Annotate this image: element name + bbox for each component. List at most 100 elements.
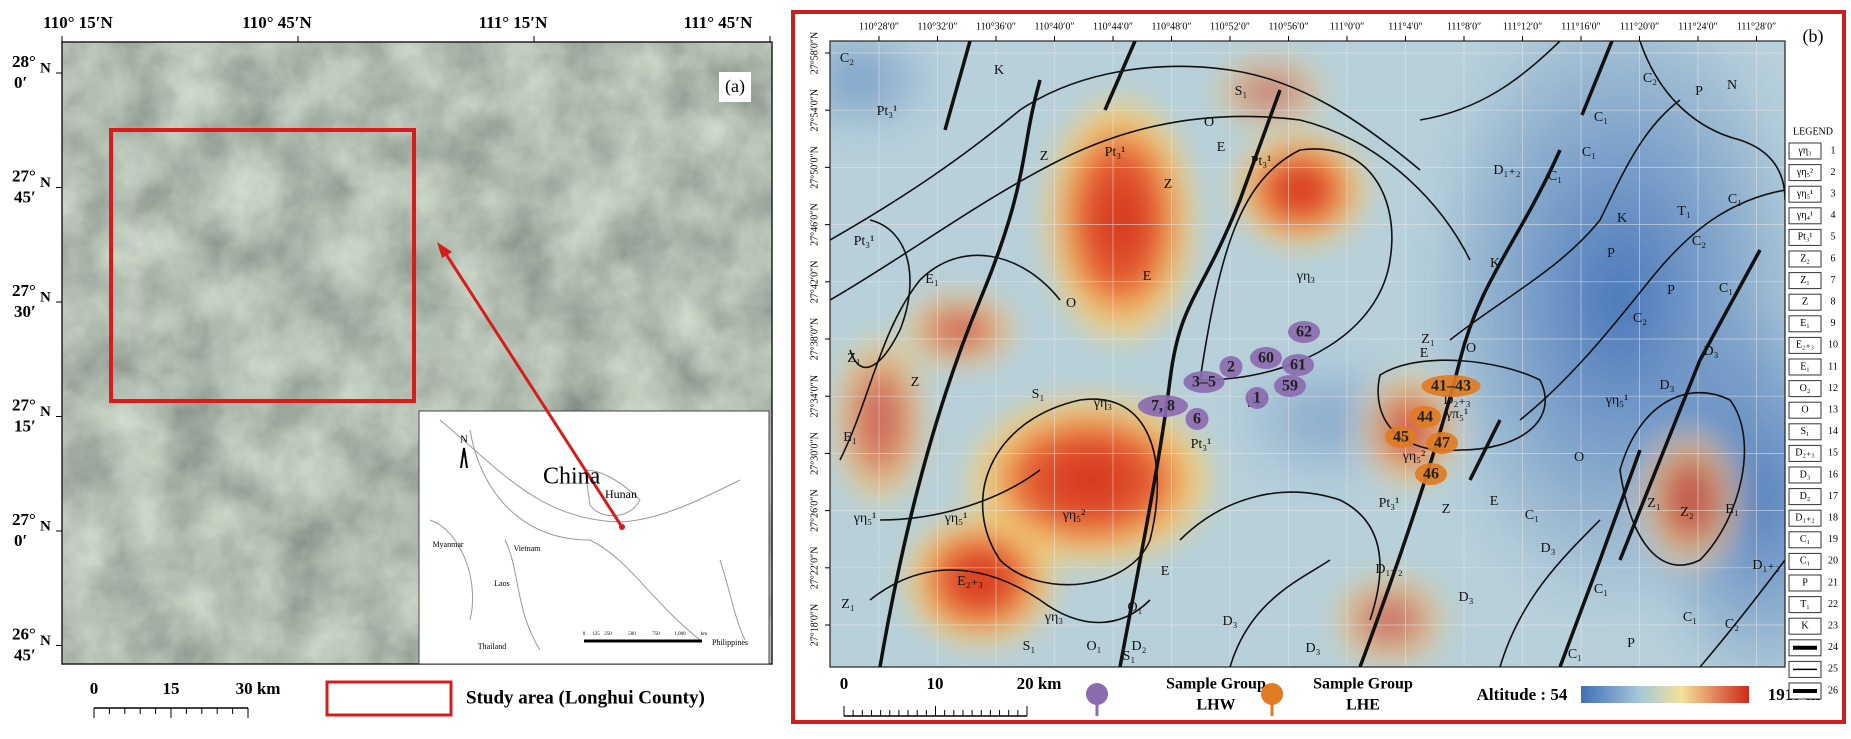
legend-swatch xyxy=(1788,509,1822,527)
left-coordinate: N xyxy=(40,633,51,649)
geology-unit: γη₅¹ xyxy=(944,511,968,526)
scale-label: 15 xyxy=(163,679,180,698)
geology-unit: D₃ xyxy=(1704,344,1719,359)
map-frame xyxy=(829,40,1786,668)
geology-unit: P xyxy=(1667,283,1675,298)
inset-country-name: Laos xyxy=(494,579,510,588)
legend-number: 22 xyxy=(1828,599,1838,610)
geology-unit: D₃ xyxy=(1541,541,1556,556)
sample-label: 41–43 xyxy=(1431,378,1471,395)
geology-unit: C₂ xyxy=(1692,234,1706,249)
altitude-min: Altitude : 54 xyxy=(1477,685,1568,704)
inset-scale-label: 125 xyxy=(592,632,600,637)
group-pin xyxy=(1086,683,1108,705)
legend-swatch xyxy=(1788,164,1822,182)
inset-north: N xyxy=(460,434,468,446)
legend-swatch xyxy=(1788,293,1822,311)
left-coordinate: 27°18′0″N xyxy=(809,604,820,647)
top-coordinate: 110° 15′N xyxy=(43,13,113,32)
legend-number: 15 xyxy=(1828,448,1838,459)
legend-symbol: O₂ xyxy=(1800,383,1811,394)
left-coordinate: 27° xyxy=(12,166,36,185)
legend-swatch xyxy=(1788,380,1822,398)
top-coordinate: 110°56′0″ xyxy=(1269,21,1309,32)
sample-marker xyxy=(1274,375,1306,397)
geology-unit: Z xyxy=(1040,149,1049,164)
sample-label: 47 xyxy=(1434,435,1450,452)
legend-number: 13 xyxy=(1828,404,1838,415)
legend-symbol: Pt₃¹ xyxy=(1798,232,1813,243)
sample-label: 3–5 xyxy=(1192,374,1216,391)
geology-unit: D₁₊₂ xyxy=(1493,163,1520,178)
legend-number: 12 xyxy=(1828,383,1838,394)
left-coordinate: N xyxy=(40,404,51,420)
geology-unit: C₁ xyxy=(1728,192,1742,207)
sample-label: 46 xyxy=(1423,466,1439,483)
left-coordinate: 27°54′0″N xyxy=(809,89,820,132)
geology-unit: C₁ xyxy=(1548,169,1562,184)
geology-unit: D₃ xyxy=(1223,614,1238,629)
geology-unit: Z xyxy=(911,375,920,390)
left-coordinate: 27° xyxy=(12,281,36,300)
sample-marker xyxy=(1415,463,1447,485)
group-name: Sample Group xyxy=(1313,676,1413,693)
geology-unit: E₁ xyxy=(925,272,938,287)
legend-symbol: E₁ xyxy=(1800,318,1810,329)
sample-label: 61 xyxy=(1290,357,1306,374)
sample-marker xyxy=(1288,321,1320,343)
panel-label: (b) xyxy=(1803,26,1824,47)
geology-unit: S₁ xyxy=(1123,649,1136,664)
geology-unit: K xyxy=(1617,211,1627,226)
left-coordinate: 45′ xyxy=(14,187,36,206)
top-coordinate: 111°8′0″ xyxy=(1447,21,1482,32)
geology-unit: Pt₃¹ xyxy=(1251,154,1272,169)
legend-symbol: S₁ xyxy=(1800,426,1809,437)
geology-unit: Z₁ xyxy=(841,597,854,612)
legend-symbol: γη₅¹ xyxy=(1796,188,1813,199)
legend-number: 21 xyxy=(1828,577,1838,588)
legend-number: 19 xyxy=(1828,534,1838,545)
geology-unit: O xyxy=(1066,296,1076,311)
left-coordinate: 27°58′0″N xyxy=(809,32,820,75)
geology-unit: γη₅¹ xyxy=(1605,393,1629,408)
geology-unit: Z₁ xyxy=(1421,332,1434,347)
sample-label: 62 xyxy=(1296,324,1312,341)
legend-swatch xyxy=(1788,272,1822,290)
geology-unit: O₁ xyxy=(1128,600,1143,615)
legend-symbol: O xyxy=(1801,404,1808,415)
geology-unit: E₁ xyxy=(1725,502,1738,517)
legend-symbol: D₃ xyxy=(1800,469,1811,480)
legend-number: 18 xyxy=(1828,512,1838,523)
sample-marker xyxy=(1282,354,1314,376)
legend-symbol: E₂₊₃ xyxy=(1796,340,1814,351)
sample-label: 1 xyxy=(1253,390,1261,407)
geology-unit: O₁ xyxy=(1087,639,1102,654)
inset-scale-label: 500 xyxy=(628,632,636,637)
arrow-head xyxy=(437,242,452,258)
geology-unit: T₁ xyxy=(1677,204,1690,219)
geology-unit: P xyxy=(1695,84,1703,99)
legend-number: 10 xyxy=(1828,340,1838,351)
sample-marker xyxy=(1250,347,1282,369)
sample-label: 6 xyxy=(1193,411,1201,428)
inset-scale-label: 0 xyxy=(583,632,586,637)
geology-unit: S₁ xyxy=(1032,387,1045,402)
legend-number: 17 xyxy=(1828,491,1838,502)
left-coordinate: 0′ xyxy=(14,531,27,550)
legend-symbol: γη₄¹ xyxy=(1796,210,1813,221)
sample-label: 44 xyxy=(1417,409,1433,426)
dem xyxy=(830,41,1785,667)
left-coordinate: 28° xyxy=(12,52,36,71)
group-code: LHE xyxy=(1346,697,1380,714)
inset-province: Hunan xyxy=(605,487,637,501)
legend-number: 1 xyxy=(1831,145,1836,156)
geology-unit: Z₁ xyxy=(1647,496,1660,511)
left-coordinate: 27°30′0″N xyxy=(809,432,820,475)
geology-unit: γη₅¹ xyxy=(853,511,877,526)
geology-unit: Z xyxy=(1442,502,1451,517)
legend-swatch xyxy=(1788,444,1822,462)
legend-number: 11 xyxy=(1828,361,1838,372)
top-coordinate: 110°32′0″ xyxy=(918,21,958,32)
legend-symbol: T₁ xyxy=(1800,599,1810,610)
legend-swatch xyxy=(1788,358,1822,376)
